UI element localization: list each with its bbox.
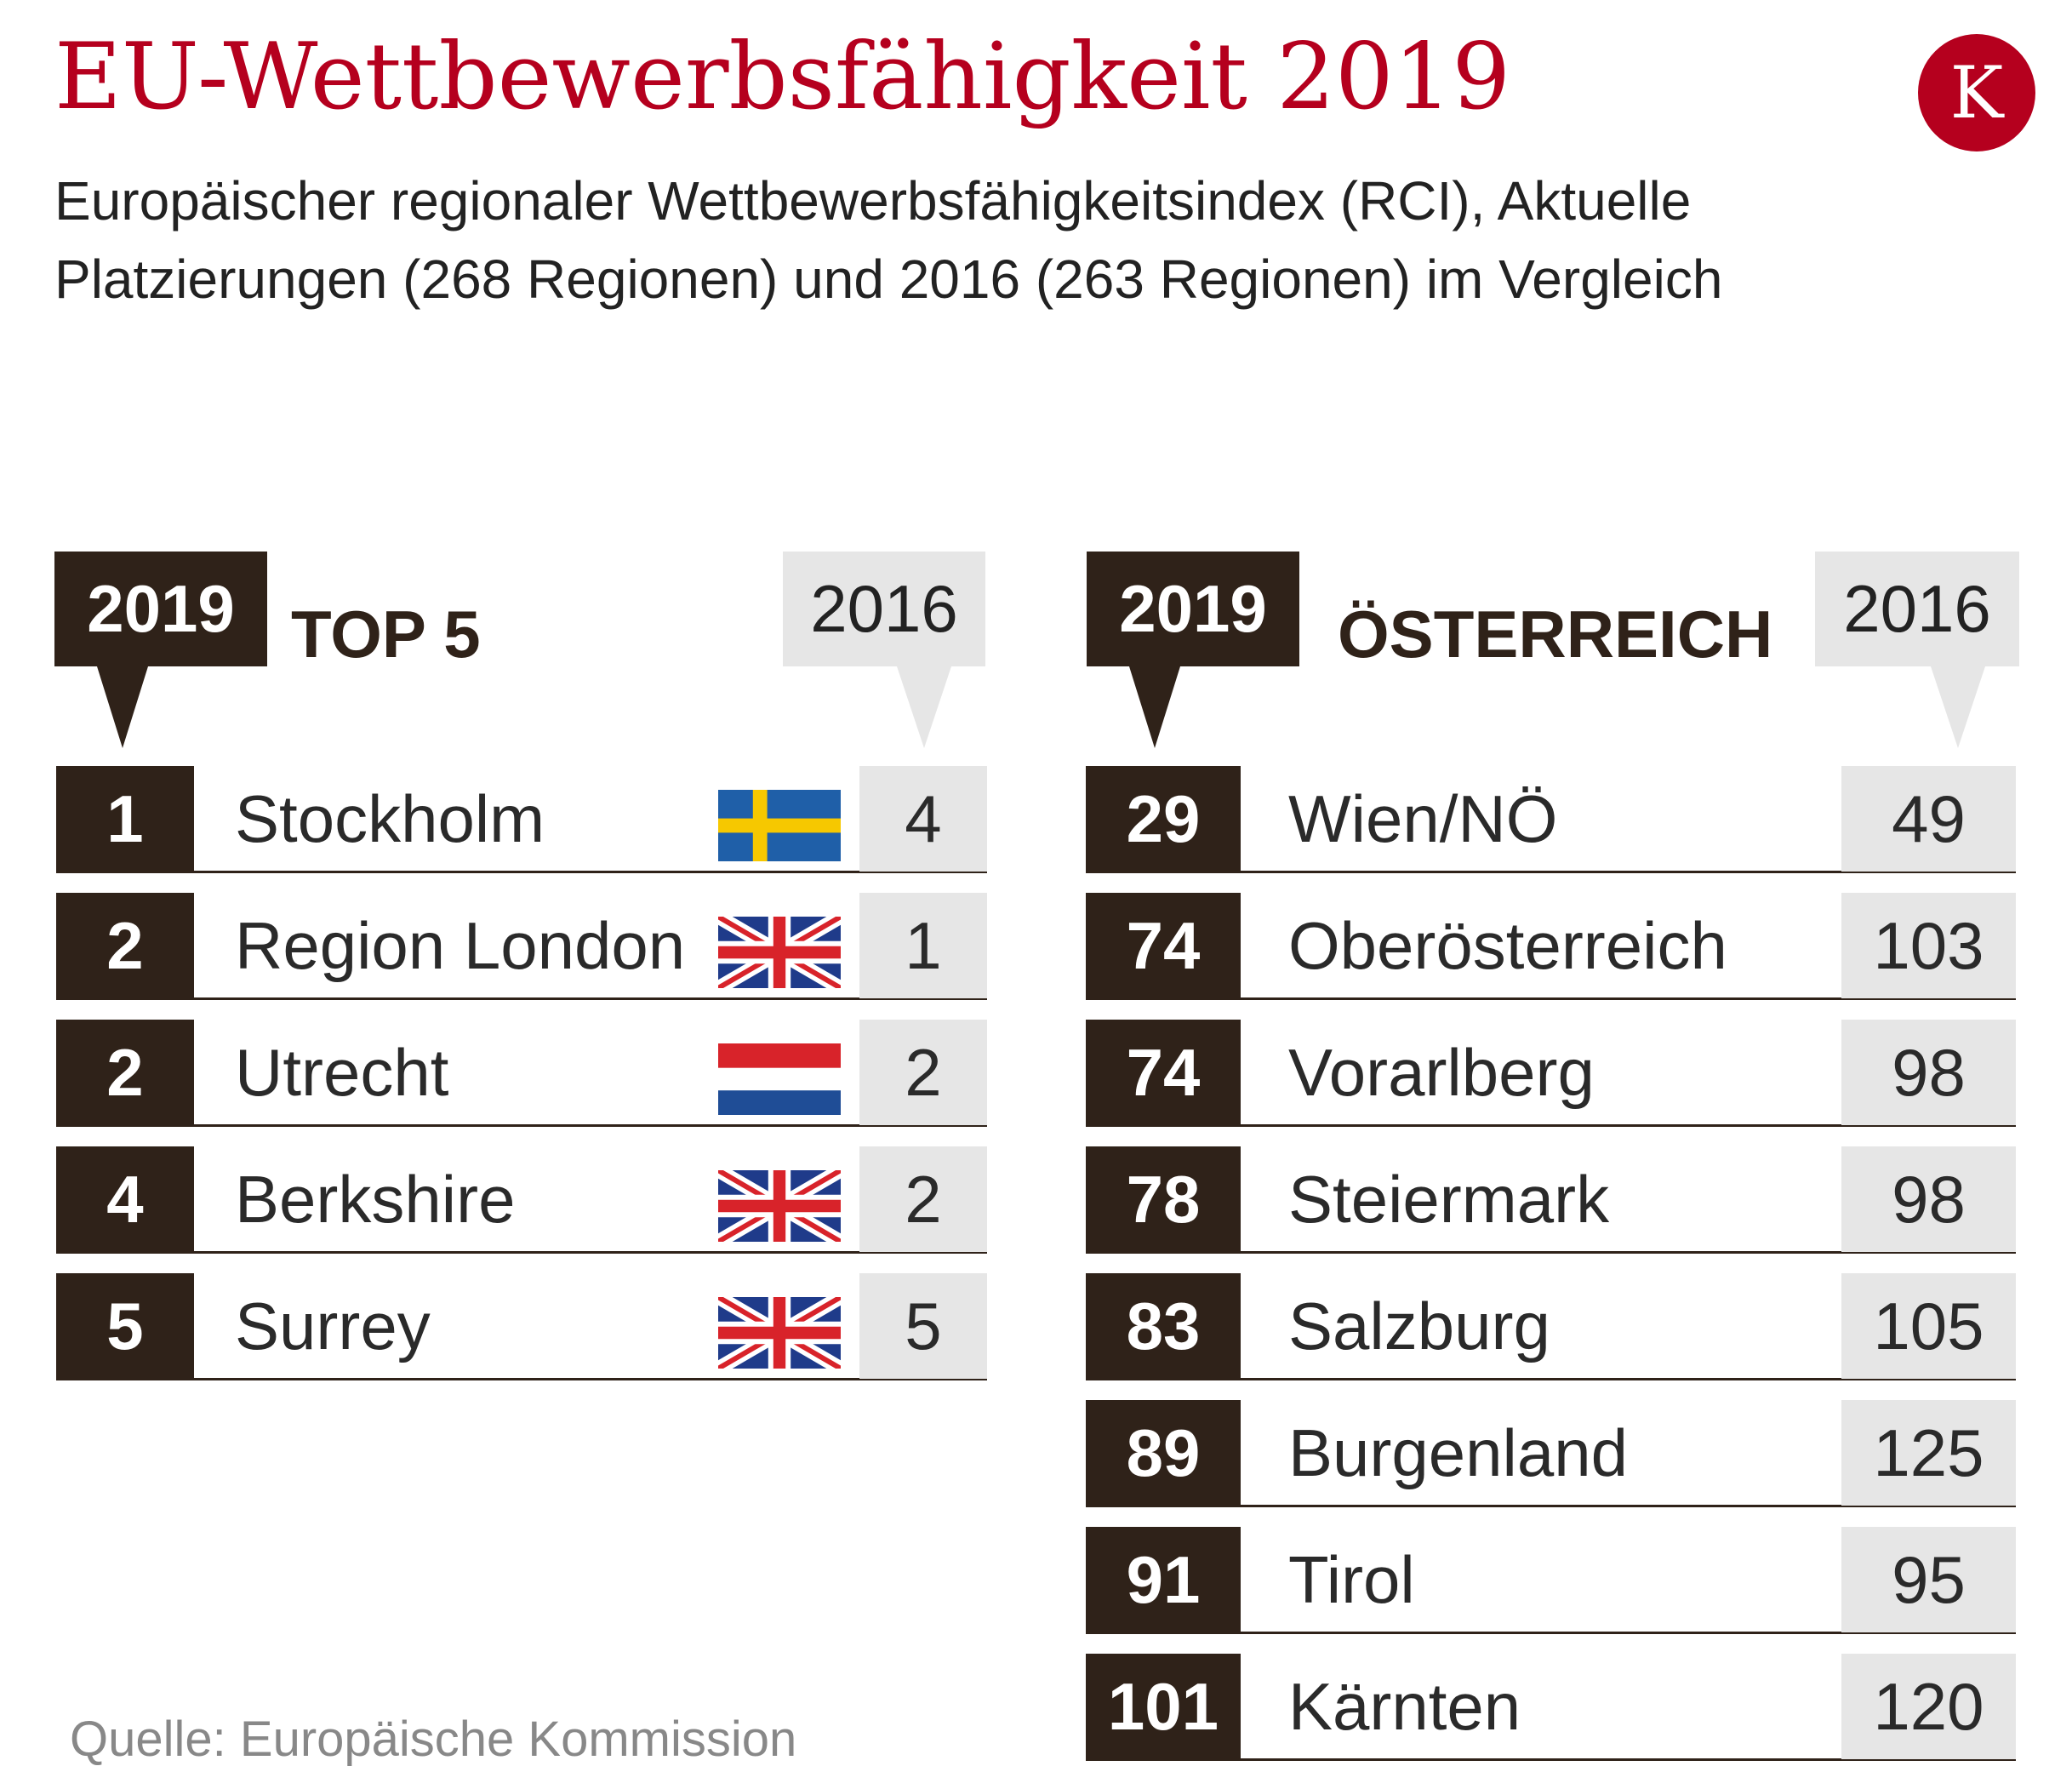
uk-flag [714, 910, 845, 995]
rank-2016: 49 [1841, 766, 2016, 872]
table-row: 5 Surrey 5 [56, 1273, 987, 1380]
table-row: 74 Vorarlberg 98 [1086, 1020, 2016, 1127]
rank-2016: 98 [1841, 1020, 2016, 1125]
rank-2016: 2 [859, 1020, 987, 1125]
table-row: 89 Burgenland 125 [1086, 1400, 2016, 1507]
rank-2016: 4 [859, 766, 987, 872]
rank-2019: 74 [1086, 1020, 1241, 1125]
rank-2019: 78 [1086, 1146, 1241, 1252]
table-row: 4 Berkshire 2 [56, 1146, 987, 1254]
table-row: 2 Utrecht 2 [56, 1020, 987, 1127]
uk-flag [714, 1290, 845, 1375]
region-name: Stockholm [235, 781, 545, 856]
sweden-flag [718, 790, 841, 861]
rank-2016: 95 [1841, 1527, 2016, 1632]
region-name: Tirol [1288, 1542, 1415, 1617]
uk-flag [714, 1163, 845, 1249]
top5-prev-year-label: 2016 [783, 552, 985, 748]
table-row: 83 Salzburg 105 [1086, 1273, 2016, 1380]
table-row: 78 Steiermark 98 [1086, 1146, 2016, 1254]
rank-2019: 2 [56, 893, 194, 998]
region-name: Burgenland [1288, 1415, 1628, 1490]
region-name: Salzburg [1288, 1289, 1550, 1363]
austria-year-label: 2019 [1087, 552, 1299, 748]
region-name: Region London [235, 908, 686, 983]
rank-2019: 89 [1086, 1400, 1241, 1506]
table-row: 1 Stockholm 4 [56, 766, 987, 873]
rank-2019: 91 [1086, 1527, 1241, 1632]
region-name: Wien/NÖ [1288, 781, 1558, 856]
rank-2019: 2 [56, 1020, 194, 1125]
region-name: Utrecht [235, 1035, 449, 1110]
rank-2019: 29 [1086, 766, 1241, 872]
top5-year-label: 2019 [54, 552, 267, 748]
rank-2016: 98 [1841, 1146, 2016, 1252]
austria-prev-year-label: 2016 [1815, 552, 2019, 748]
rank-2019: 83 [1086, 1273, 1241, 1379]
rank-2016: 103 [1841, 893, 2016, 998]
rank-2019: 74 [1086, 893, 1241, 998]
source-note: Quelle: Europäische Kommission [70, 1712, 797, 1767]
region-name: Kärnten [1288, 1669, 1521, 1744]
rank-2019: 4 [56, 1146, 194, 1252]
rank-2019: 101 [1086, 1654, 1241, 1759]
rank-2016: 5 [859, 1273, 987, 1379]
table-row: 101 Kärnten 120 [1086, 1654, 2016, 1761]
rank-2019: 1 [56, 766, 194, 872]
table-row: 91 Tirol 95 [1086, 1527, 2016, 1634]
netherlands-flag [718, 1043, 841, 1115]
rank-2016: 125 [1841, 1400, 2016, 1506]
region-name: Surrey [235, 1289, 431, 1363]
region-name: Berkshire [235, 1162, 516, 1237]
table-row: 29 Wien/NÖ 49 [1086, 766, 2016, 873]
rank-2016: 105 [1841, 1273, 2016, 1379]
table-row: 2 Region London 1 [56, 893, 987, 1000]
rank-2016: 2 [859, 1146, 987, 1252]
chart-subtitle: Europäischer regionaler Wettbewerbsfähig… [54, 170, 1723, 310]
austria-title: ÖSTERREICH [1338, 597, 1773, 672]
rank-2016: 120 [1841, 1654, 2016, 1759]
top5-title: TOP 5 [291, 597, 481, 672]
chart-title: EU-Wettbewerbsfähigkeit 2019 [54, 24, 1511, 130]
brand-logo: K [1918, 34, 2035, 151]
rank-2019: 5 [56, 1273, 194, 1379]
region-name: Steiermark [1288, 1162, 1610, 1237]
region-name: Vorarlberg [1288, 1035, 1595, 1110]
rank-2016: 1 [859, 893, 987, 998]
region-name: Oberösterreich [1288, 908, 1727, 983]
table-row: 74 Oberösterreich 103 [1086, 893, 2016, 1000]
